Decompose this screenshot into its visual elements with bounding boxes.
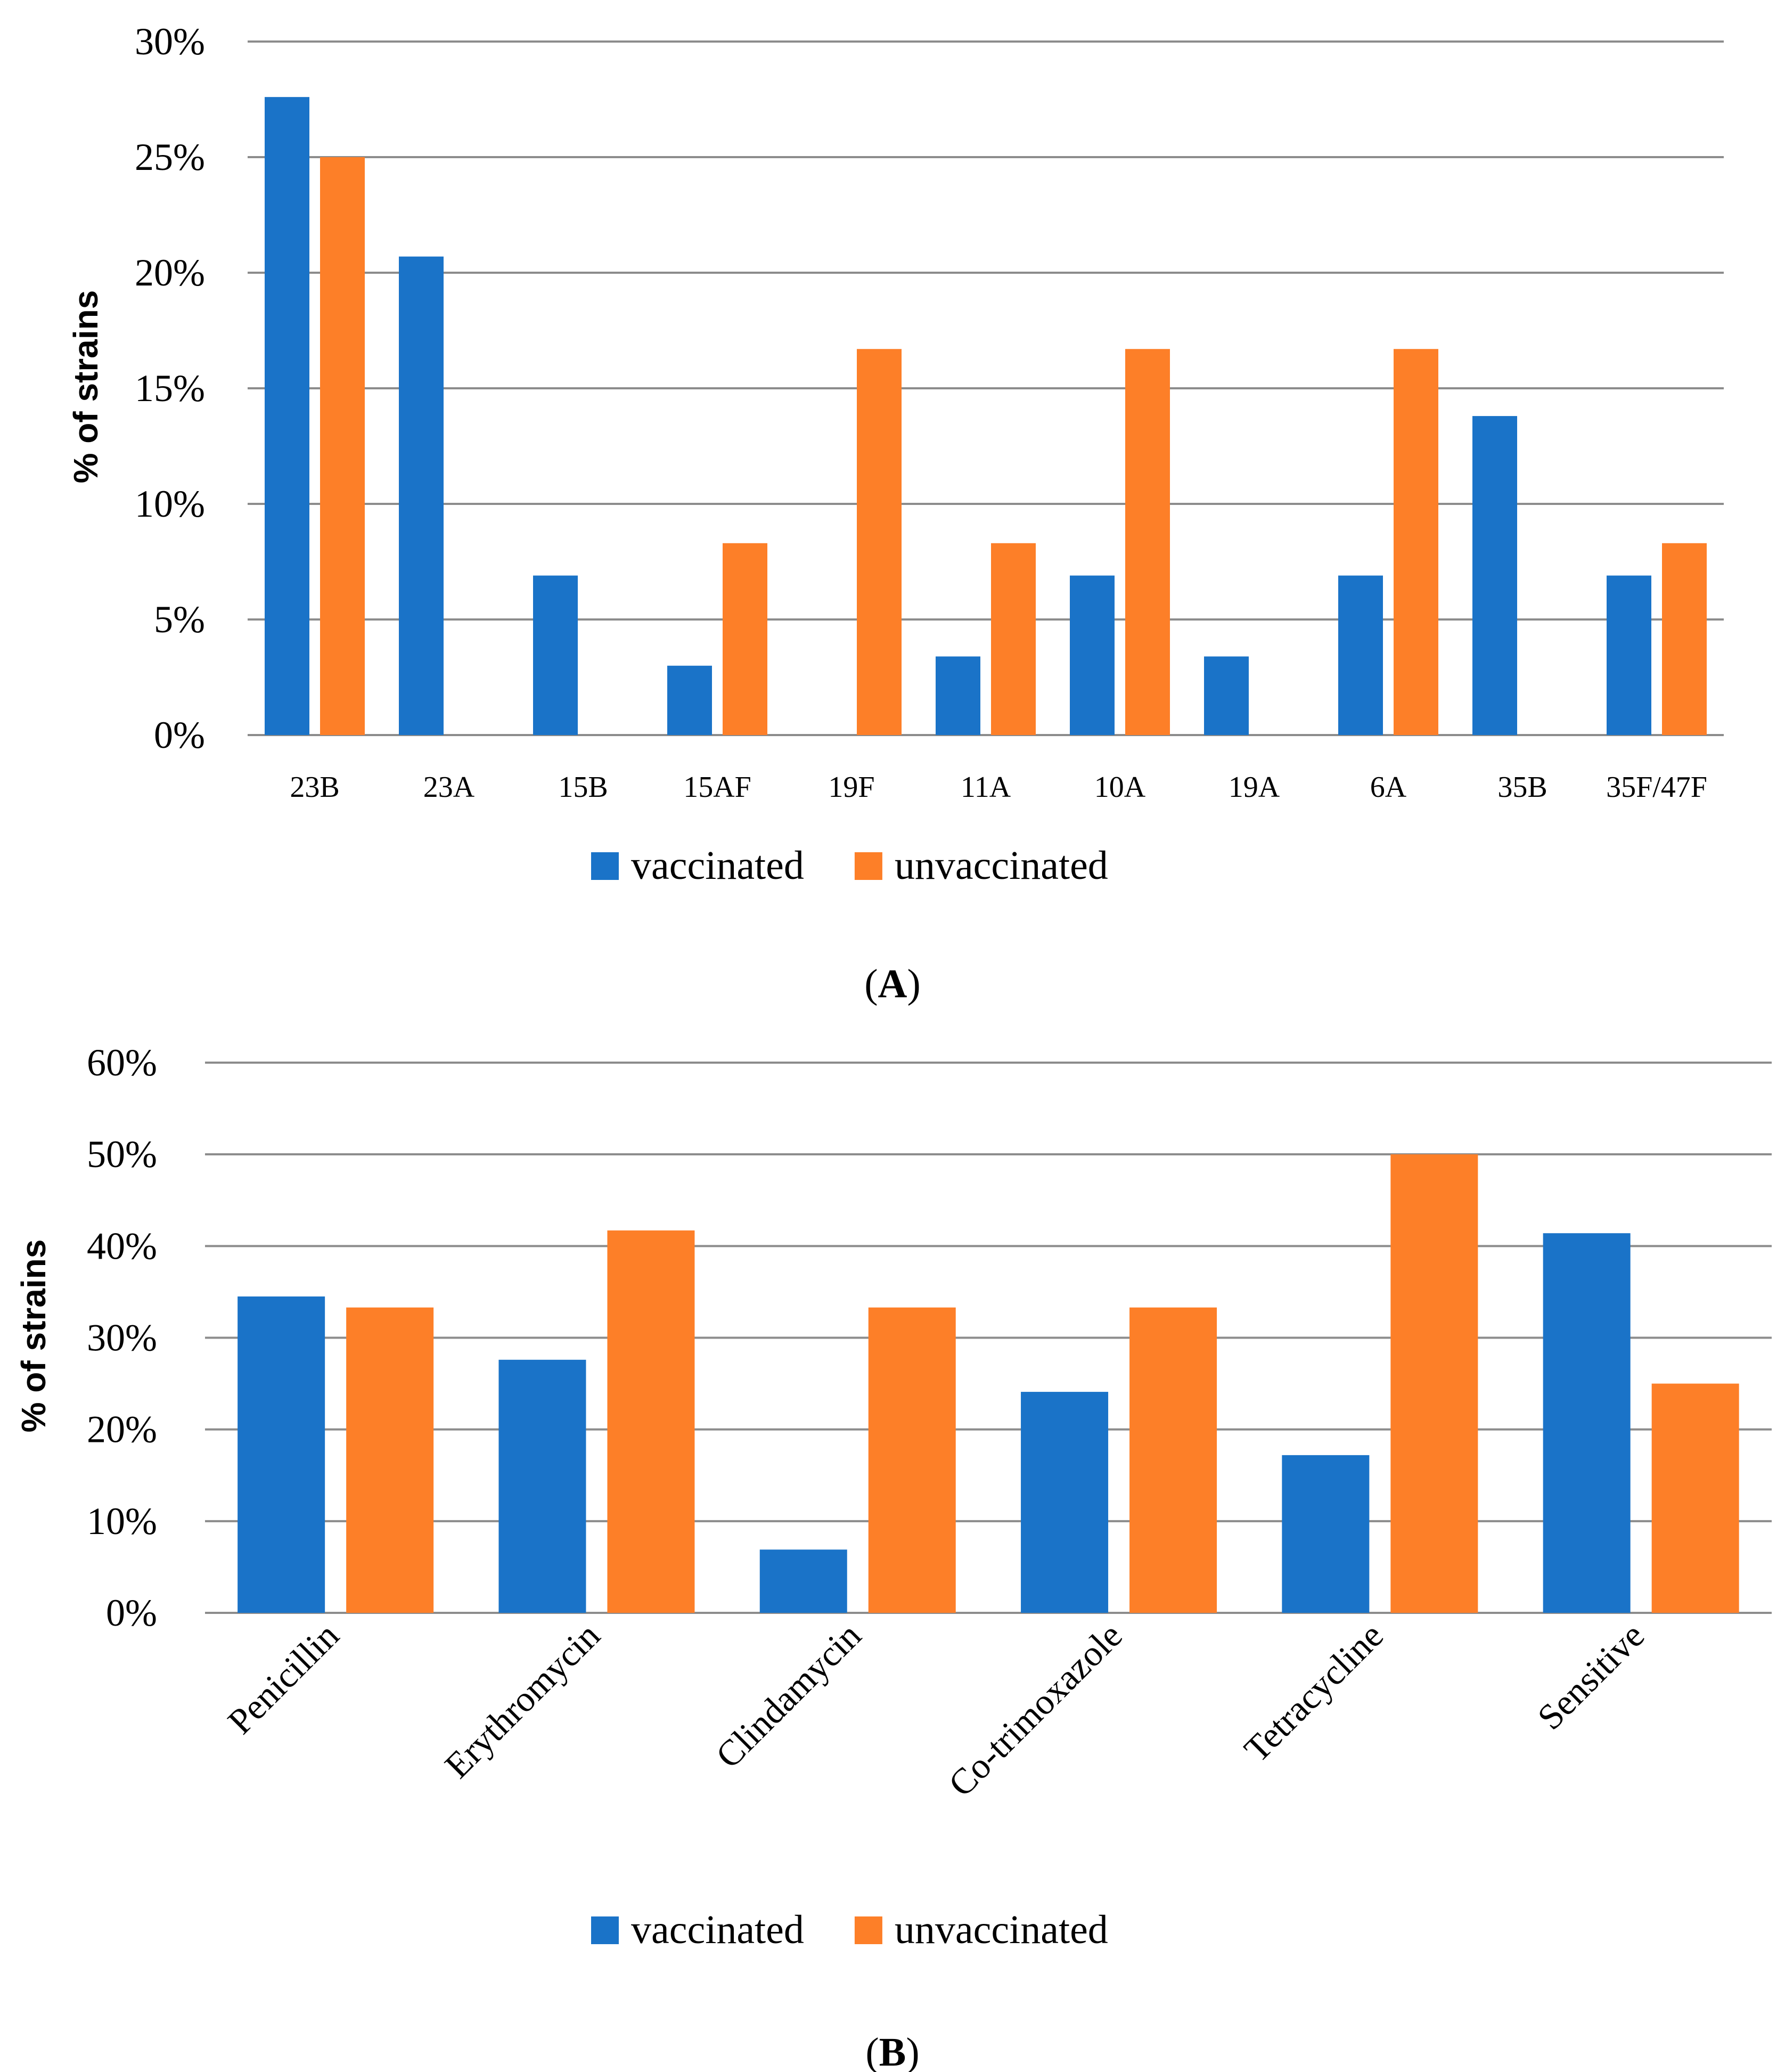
chart-b-bar-vaccinated-erythromycin	[498, 1359, 586, 1613]
chart-b-x-tick-label: Penicillin	[220, 1615, 347, 1742]
chart-b-x-tick-label: Tetracycline	[1236, 1615, 1391, 1770]
chart-a-bar-unvaccinated-15af	[723, 543, 767, 735]
chart-a-y-tick-label: 25%	[135, 136, 205, 178]
chart-b-x-tick-label: Clindamycin	[708, 1615, 869, 1776]
chart-b-legend-label-unvaccinated: unvaccinated	[895, 1907, 1108, 1952]
chart-b-legend-swatch-vaccinated	[591, 1916, 619, 1944]
chart-a-y-tick-label: 10%	[135, 483, 205, 525]
chart-a-bar-vaccinated-10a	[1070, 575, 1115, 735]
chart-a-bar-unvaccinated-10a	[1125, 349, 1170, 735]
chart-a-bar-vaccinated-6a	[1338, 575, 1383, 735]
chart-a-legend-swatch-unvaccinated	[854, 852, 882, 880]
chart-a-y-axis-label: % of strains	[67, 290, 105, 484]
chart-b-bar-unvaccinated-penicillin	[346, 1307, 434, 1613]
chart-b-y-tick-label: 40%	[87, 1225, 157, 1267]
chart-b-bar-unvaccinated-erythromycin	[607, 1230, 695, 1613]
chart-b-x-tick-label: Co-trimoxazole	[940, 1615, 1130, 1805]
chart-a-x-tick-label: 15AF	[683, 771, 751, 804]
chart-b-panel-letter: B	[879, 2030, 906, 2072]
chart-a-bar-vaccinated-15b	[533, 575, 578, 735]
chart-a-x-tick-label: 10A	[1094, 771, 1146, 804]
chart-b-bar-vaccinated-tetracycline	[1282, 1455, 1370, 1613]
chart-a-x-tick-label: 23A	[423, 771, 475, 804]
chart-b-y-tick-label: 60%	[87, 1041, 157, 1084]
chart-b-y-tick-label: 30%	[87, 1317, 157, 1359]
chart-a-x-tick-label: 23B	[290, 771, 339, 804]
chart-a-panel-label: (A)	[864, 961, 921, 1006]
chart-a-legend-swatch-vaccinated	[591, 852, 619, 880]
chart-a-y-tick-label: 0%	[154, 714, 205, 756]
chart-b-legend-swatch-unvaccinated	[854, 1916, 882, 1944]
chart-a-y-tick-label: 30%	[135, 20, 205, 63]
chart-b-bar-unvaccinated-tetracycline	[1390, 1154, 1478, 1613]
chart-b-y-tick-label: 10%	[87, 1500, 157, 1543]
chart-a-bar-vaccinated-23a	[399, 256, 444, 735]
chart-a-bar-unvaccinated-6a	[1394, 349, 1438, 735]
chart-a-legend: vaccinated unvaccinated	[591, 843, 1108, 888]
chart-a-bar-vaccinated-15af	[667, 665, 712, 735]
chart-a-x-tick-label: 15B	[558, 771, 608, 804]
chart-b-bar-unvaccinated-co-trimoxazole	[1129, 1307, 1217, 1613]
chart-a-x-tick-label: 6A	[1370, 771, 1407, 804]
chart-a-legend-label-vaccinated: vaccinated	[631, 843, 804, 888]
chart-a-bar-unvaccinated-23b	[320, 157, 365, 735]
chart-a-y-tick-label: 5%	[154, 598, 205, 641]
chart-b-bar-vaccinated-co-trimoxazole	[1021, 1392, 1109, 1613]
chart-a-bar-vaccinated-19a	[1204, 656, 1249, 735]
chart-a-bar-vaccinated-23b	[265, 97, 309, 735]
chart-b-y-axis-label: % of strains	[14, 1239, 53, 1433]
chart-a-bar-unvaccinated-35f-47f	[1662, 543, 1707, 735]
chart-a-x-tick-label: 35F/47F	[1606, 771, 1707, 804]
chart-a-legend-label-unvaccinated: unvaccinated	[895, 843, 1108, 888]
chart-b-legend: vaccinated unvaccinated	[591, 1907, 1108, 1952]
chart-b-bar-vaccinated-penicillin	[238, 1296, 325, 1613]
chart-a-x-tick-label: 35B	[1497, 771, 1547, 804]
chart-a-bar-vaccinated-35f-47f	[1607, 575, 1651, 735]
chart-a-y-tick-label: 15%	[135, 367, 205, 410]
chart-b-x-tick-label: Sensitive	[1529, 1615, 1652, 1737]
chart-a-bar-vaccinated-11a	[936, 656, 980, 735]
chart-b-bar-unvaccinated-clindamycin	[868, 1307, 956, 1613]
chart-b-panel-label: (B)	[865, 2030, 919, 2072]
chart-a-x-tick-label: 19A	[1229, 771, 1280, 804]
chart-a-bar-unvaccinated-19f	[857, 349, 902, 735]
chart-b: % of strains (B) 0% 10% 20% 30% 40% 50% 60% Pen…	[14, 1041, 1772, 2072]
chart-a-bar-unvaccinated-11a	[991, 543, 1036, 735]
chart-b-bar-vaccinated-sensitive	[1543, 1233, 1631, 1613]
chart-b-y-tick-label: 0%	[106, 1592, 157, 1634]
chart-b-bar-unvaccinated-sensitive	[1651, 1383, 1739, 1613]
chart-b-bar-vaccinated-clindamycin	[759, 1549, 847, 1613]
chart-a: % of strains (A) 0% 5% 10% 15% 20% 25% 30% 23B 2…	[67, 20, 1724, 1006]
chart-b-legend-label-vaccinated: vaccinated	[631, 1907, 804, 1952]
chart-a-x-tick-label: 11A	[961, 771, 1011, 804]
chart-a-bar-vaccinated-35b	[1472, 416, 1517, 735]
chart-a-x-tick-label: 19F	[828, 771, 874, 804]
chart-b-x-tick-label: Erythromycin	[437, 1615, 608, 1786]
chart-b-y-tick-label: 20%	[87, 1408, 157, 1451]
chart-b-y-tick-label: 50%	[87, 1133, 157, 1176]
chart-a-panel-letter: A	[878, 961, 907, 1006]
chart-a-y-tick-label: 20%	[135, 251, 205, 294]
